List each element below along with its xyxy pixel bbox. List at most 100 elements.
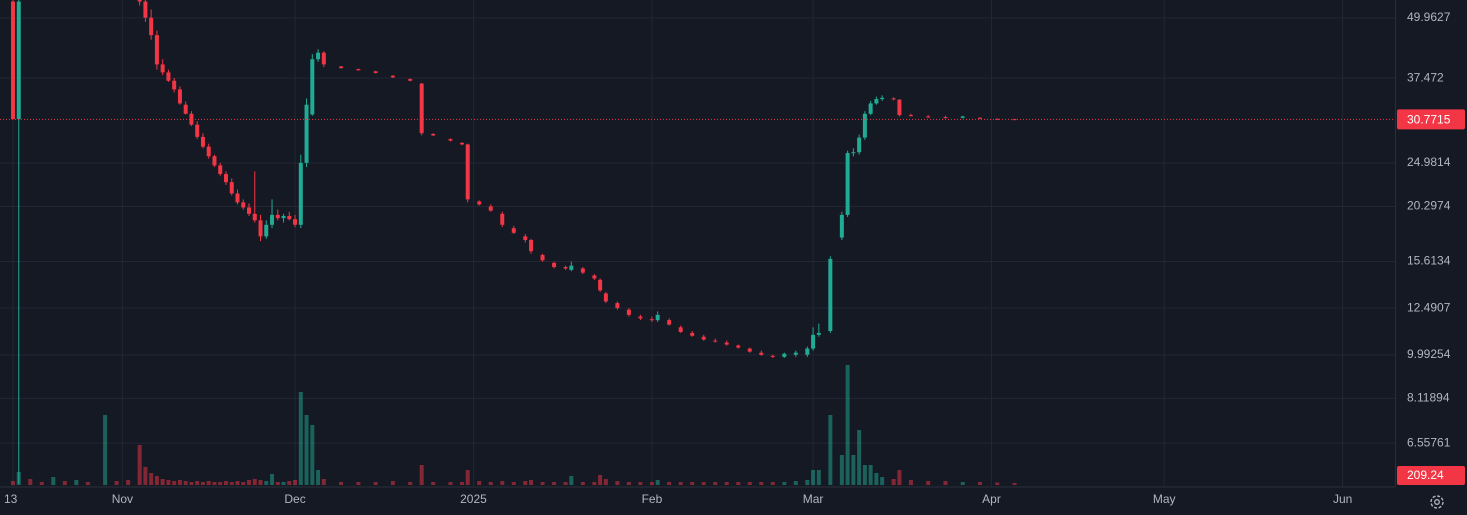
candle-body: [540, 255, 545, 261]
volume-bar: [793, 481, 798, 485]
candle-body: [667, 320, 672, 325]
candle-body: [500, 213, 505, 225]
x-tick-label: Jun: [1333, 492, 1352, 506]
last-volume-label: 209.24: [1407, 468, 1444, 482]
candle-body: [880, 97, 885, 100]
candle-body: [212, 156, 217, 166]
candle-body: [252, 213, 257, 221]
candle-body: [195, 124, 200, 137]
volume-bar: [759, 482, 764, 485]
volume-bar: [419, 465, 424, 485]
volume-bar: [195, 481, 200, 485]
candle-body: [143, 1, 148, 18]
volume-bar: [868, 465, 873, 485]
candle-body: [298, 162, 303, 225]
volume-bar: [281, 482, 286, 485]
candle-body: [160, 64, 165, 73]
candle-body: [857, 137, 862, 153]
volume-bar: [137, 445, 142, 485]
volume-bar: [563, 482, 568, 485]
volume-bar: [851, 455, 856, 485]
candle-body: [828, 258, 833, 332]
candle-body: [488, 206, 493, 211]
candle-body: [851, 152, 856, 154]
volume-bar: [160, 479, 165, 485]
volume-bar: [390, 481, 395, 485]
volume-bar: [200, 482, 205, 485]
volume-bar: [977, 482, 982, 485]
candle-body: [264, 224, 269, 237]
volume-bar: [339, 482, 344, 485]
volume-bar: [149, 473, 154, 485]
volume-bar: [488, 482, 493, 485]
candle-body: [304, 104, 309, 163]
candle-body: [816, 332, 821, 335]
settings-icon[interactable]: [1430, 495, 1444, 509]
candle-body: [529, 239, 534, 252]
volume-bar: [247, 480, 252, 485]
candle-body: [241, 202, 246, 208]
volume-bar: [206, 481, 211, 485]
volume-bar: [960, 482, 965, 485]
candle-body: [408, 79, 413, 81]
volume-bar: [603, 479, 608, 485]
volume-bar: [431, 482, 436, 485]
volume-bar: [264, 481, 269, 485]
y-tick-label: 12.4907: [1407, 300, 1451, 314]
volume-bar: [177, 480, 182, 485]
candle-body: [459, 142, 464, 145]
candle-body: [874, 99, 879, 104]
x-tick-label: 13: [4, 492, 18, 506]
volume-bar: [701, 482, 706, 485]
volume-bar: [736, 482, 741, 485]
candle-body: [638, 316, 643, 319]
volume-bar: [839, 455, 844, 485]
candle-body: [419, 83, 424, 134]
volume-bar: [218, 482, 223, 485]
y-tick-label: 8.11894: [1407, 391, 1450, 405]
volume-bar: [592, 482, 597, 485]
volume-bar: [523, 481, 528, 485]
volume-bar: [11, 481, 16, 485]
volume-bar: [667, 482, 672, 485]
candle-body: [275, 214, 280, 219]
candle-body: [390, 75, 395, 78]
candle-body: [995, 118, 1000, 120]
y-tick-label: 15.6134: [1407, 254, 1451, 268]
volume-bar: [615, 481, 620, 485]
candle-body: [782, 353, 787, 357]
candle-body: [603, 293, 608, 302]
candle-body: [862, 113, 867, 138]
volume-bar: [678, 482, 683, 485]
candle-body: [200, 136, 205, 147]
candle-body: [11, 1, 16, 120]
volume-bar: [828, 415, 833, 485]
candle-body: [897, 99, 902, 116]
candle-body: [235, 193, 240, 203]
volume-bar: [891, 479, 896, 485]
candle-body: [943, 117, 948, 119]
volume-bar: [293, 480, 298, 485]
volume-bar: [926, 481, 931, 485]
candle-body: [287, 215, 292, 220]
candle-body: [891, 98, 896, 100]
volume-bar: [275, 482, 280, 485]
volume-bar: [724, 482, 729, 485]
candle-body: [626, 309, 631, 315]
candle-body: [431, 133, 436, 136]
y-tick-label: 24.9814: [1407, 155, 1451, 169]
volume-bar: [62, 481, 67, 485]
volume-bar: [1012, 482, 1017, 485]
candle-body: [598, 279, 603, 291]
volume-bar: [626, 482, 631, 485]
volume-bar: [51, 477, 56, 485]
last-price-box: [1397, 109, 1465, 130]
candle-body: [172, 80, 177, 90]
candle-body: [580, 268, 585, 273]
volume-bar: [857, 430, 862, 485]
candle-body: [845, 153, 850, 215]
volume-bar: [897, 470, 902, 485]
volume-bar: [321, 479, 326, 485]
candle-body: [321, 52, 326, 65]
volume-bar: [805, 480, 810, 485]
